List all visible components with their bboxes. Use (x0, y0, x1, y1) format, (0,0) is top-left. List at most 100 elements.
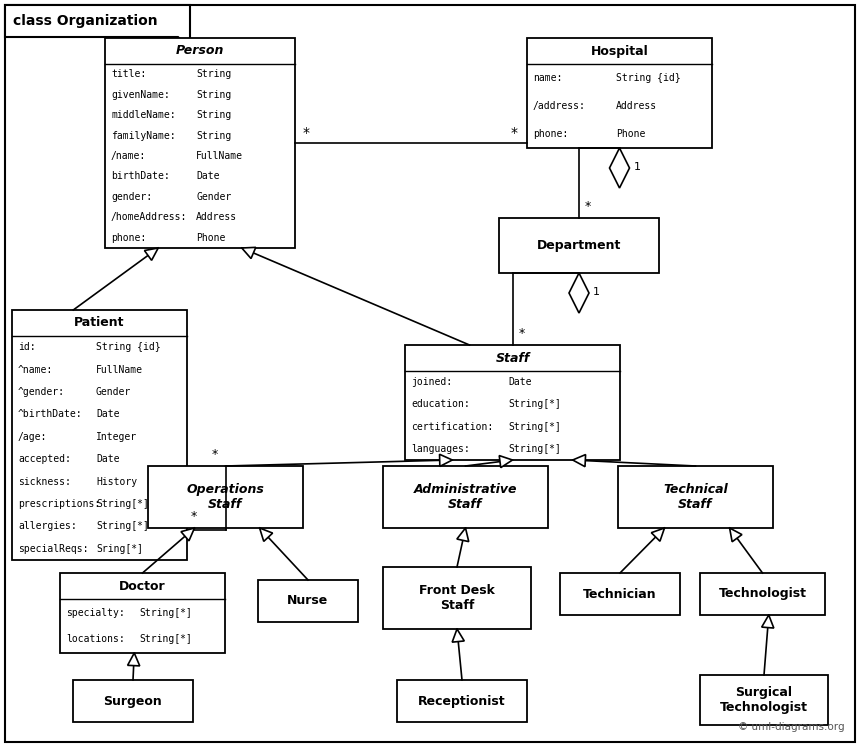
Bar (383, 466, 548, 528)
Text: String {id}: String {id} (616, 73, 680, 83)
Text: givenName:: givenName: (111, 90, 169, 99)
Text: Operations
Staff: Operations Staff (187, 483, 264, 511)
Text: Integer: Integer (96, 432, 137, 441)
Text: Date: Date (508, 377, 531, 387)
Text: *: * (191, 510, 197, 523)
Text: String[*]: String[*] (508, 400, 561, 409)
Text: String: String (196, 90, 231, 99)
Text: Address: Address (196, 212, 237, 223)
Text: String[*]: String[*] (96, 521, 149, 531)
Text: Front Desk
Staff: Front Desk Staff (419, 584, 495, 612)
Text: History: History (96, 477, 137, 486)
Text: Nurse: Nurse (287, 595, 329, 607)
Polygon shape (499, 456, 513, 468)
Polygon shape (729, 528, 742, 542)
Text: String[*]: String[*] (139, 634, 192, 645)
Text: ^birthDate:: ^birthDate: (18, 409, 83, 419)
Bar (12, 310, 187, 560)
Text: Technologist: Technologist (718, 587, 807, 601)
Text: String {id}: String {id} (96, 342, 161, 352)
Text: Patient: Patient (74, 317, 125, 329)
Polygon shape (651, 528, 665, 542)
Bar (148, 466, 303, 528)
Polygon shape (144, 248, 158, 261)
Text: *: * (585, 200, 592, 213)
Text: Date: Date (96, 454, 120, 464)
Text: String[*]: String[*] (96, 499, 149, 509)
Text: title:: title: (111, 69, 146, 79)
Text: Hospital: Hospital (591, 45, 648, 58)
Text: /name:: /name: (111, 151, 146, 161)
Text: Receptionist: Receptionist (418, 695, 506, 707)
Text: locations:: locations: (66, 634, 125, 645)
Text: 1: 1 (634, 162, 641, 172)
Text: prescriptions:: prescriptions: (18, 499, 101, 509)
Text: /address:: /address: (533, 101, 586, 111)
Text: Phone: Phone (196, 233, 225, 243)
Polygon shape (762, 615, 774, 628)
Bar (560, 573, 680, 615)
Text: languages:: languages: (411, 444, 470, 454)
Polygon shape (439, 454, 452, 466)
Text: Date: Date (196, 172, 219, 182)
Text: birthDate:: birthDate: (111, 172, 169, 182)
Polygon shape (242, 247, 255, 258)
Bar (405, 345, 620, 460)
Text: name:: name: (533, 73, 562, 83)
Text: accepted:: accepted: (18, 454, 71, 464)
Polygon shape (610, 148, 630, 188)
Text: Technical
Staff: Technical Staff (663, 483, 728, 511)
Text: String[*]: String[*] (139, 607, 192, 618)
Text: Doctor: Doctor (120, 580, 166, 592)
Text: Surgical
Technologist: Surgical Technologist (720, 686, 808, 714)
Bar (383, 567, 531, 629)
Text: FullName: FullName (196, 151, 243, 161)
Text: /homeAddress:: /homeAddress: (111, 212, 187, 223)
Polygon shape (573, 454, 586, 467)
Text: *: * (303, 126, 310, 140)
Text: specialty:: specialty: (66, 607, 125, 618)
Bar (499, 218, 659, 273)
Polygon shape (457, 528, 469, 542)
Polygon shape (569, 273, 589, 313)
Text: familyName:: familyName: (111, 131, 175, 140)
Bar (73, 680, 193, 722)
Text: *: * (511, 126, 518, 140)
Text: Phone: Phone (616, 129, 645, 139)
Text: String: String (196, 69, 231, 79)
Text: Department: Department (537, 239, 621, 252)
Text: allergies:: allergies: (18, 521, 77, 531)
Text: joined:: joined: (411, 377, 452, 387)
Text: class Organization: class Organization (13, 14, 157, 28)
Text: ^gender:: ^gender: (18, 387, 65, 397)
Text: String[*]: String[*] (508, 444, 561, 454)
Text: specialReqs:: specialReqs: (18, 544, 89, 554)
Text: middleName:: middleName: (111, 110, 175, 120)
Bar (258, 580, 358, 622)
Text: phone:: phone: (533, 129, 568, 139)
Text: ^name:: ^name: (18, 365, 53, 374)
Text: gender:: gender: (111, 192, 152, 202)
Bar (105, 38, 295, 248)
Text: Surgeon: Surgeon (103, 695, 163, 707)
Bar (397, 680, 527, 722)
Text: Date: Date (96, 409, 120, 419)
Polygon shape (5, 5, 190, 49)
Text: String: String (196, 110, 231, 120)
Text: © uml-diagrams.org: © uml-diagrams.org (739, 722, 845, 732)
Text: Gender: Gender (196, 192, 231, 202)
Polygon shape (181, 528, 194, 541)
Polygon shape (260, 528, 273, 542)
Polygon shape (452, 629, 464, 642)
Text: education:: education: (411, 400, 470, 409)
Bar (700, 675, 828, 725)
Polygon shape (127, 653, 139, 666)
Text: Technician: Technician (583, 587, 657, 601)
Text: /age:: /age: (18, 432, 47, 441)
Bar (700, 573, 825, 615)
Text: String: String (196, 131, 231, 140)
Text: FullName: FullName (96, 365, 143, 374)
Text: id:: id: (18, 342, 35, 352)
Text: 1: 1 (593, 287, 600, 297)
Text: String[*]: String[*] (508, 421, 561, 432)
